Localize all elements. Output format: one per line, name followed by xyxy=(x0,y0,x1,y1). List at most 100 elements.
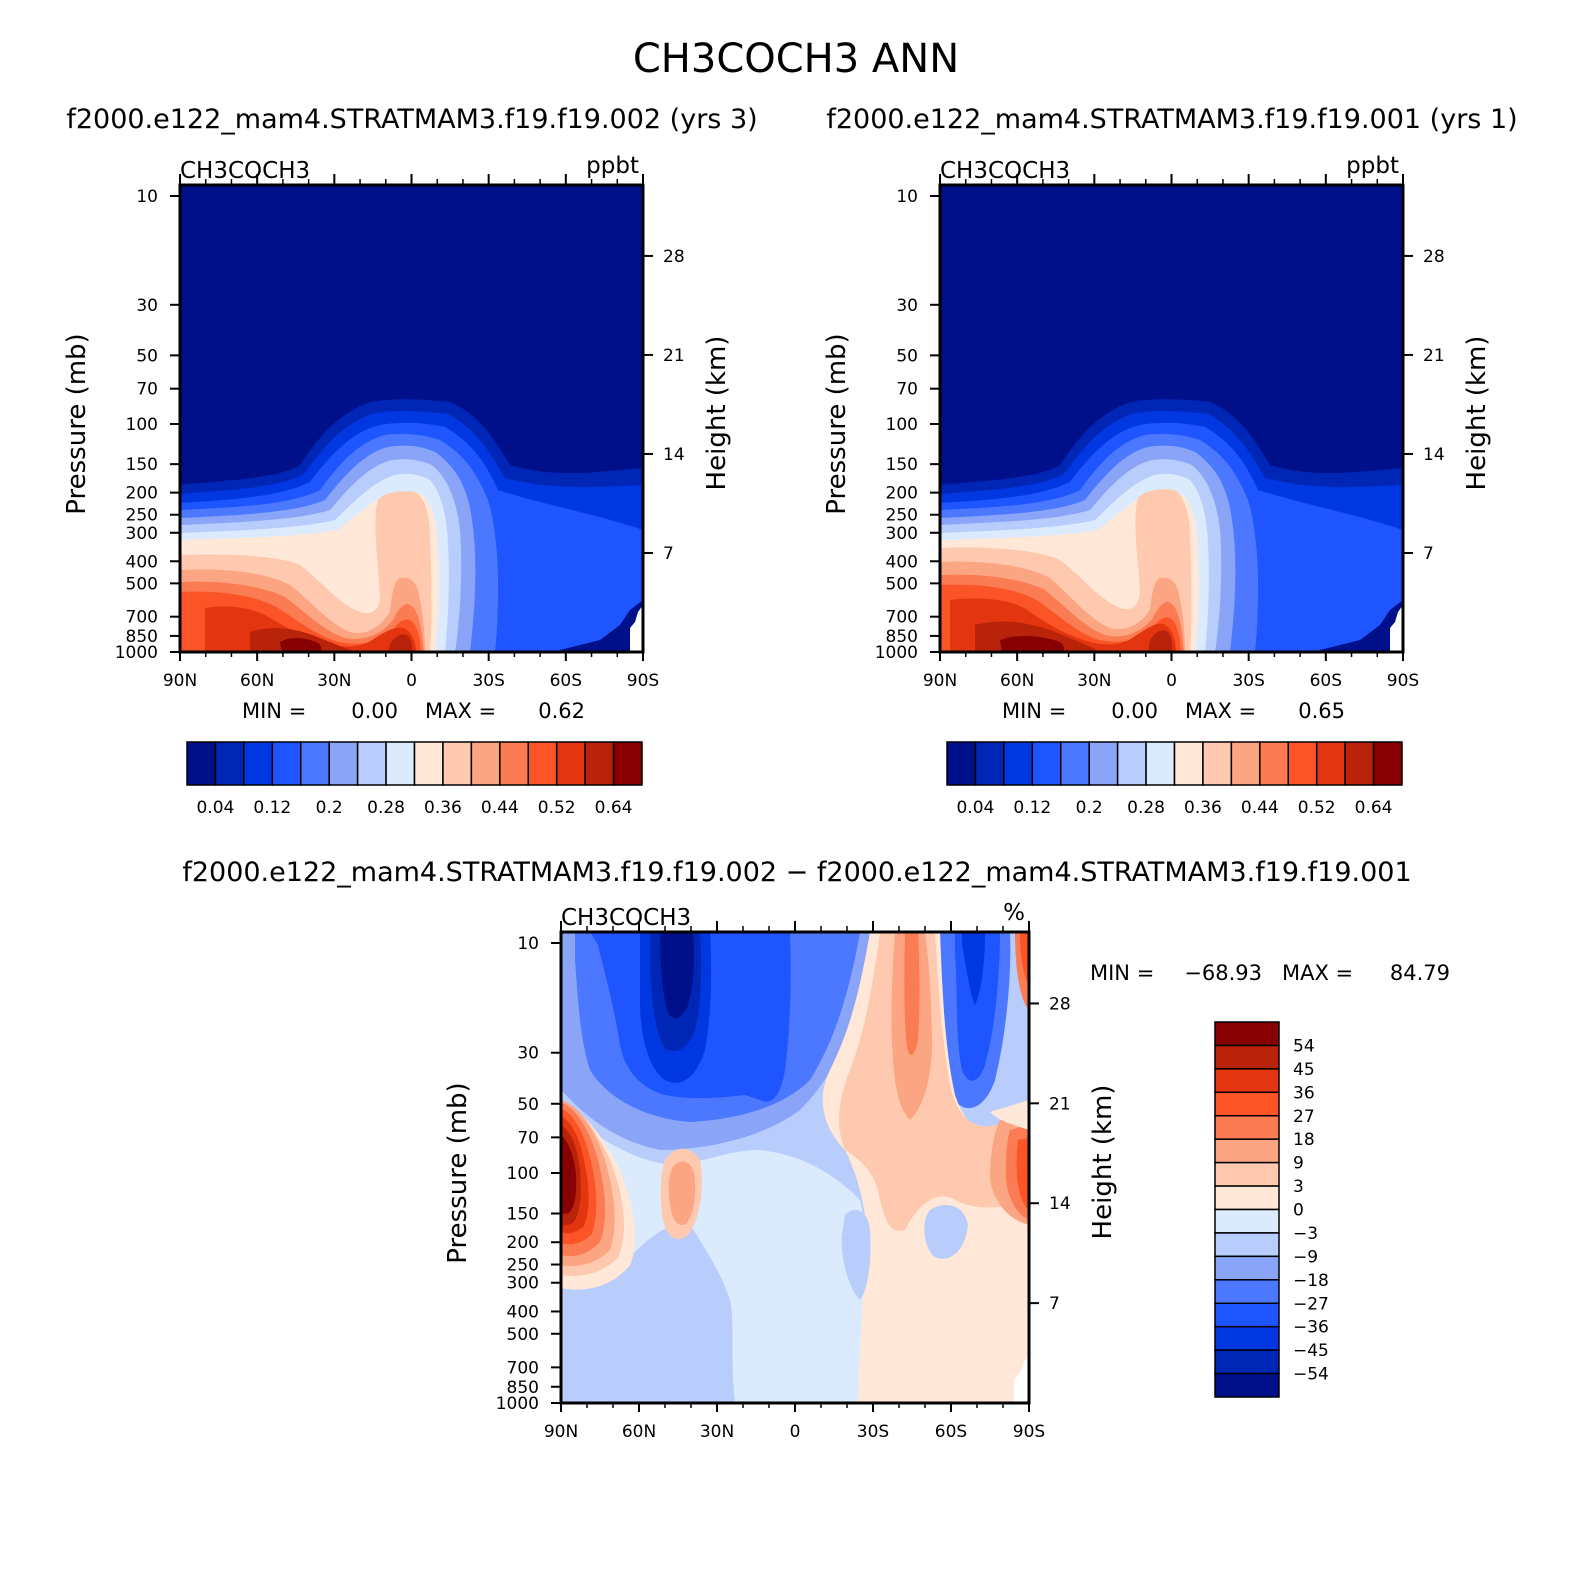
colorbar-label: 0.28 xyxy=(367,798,405,818)
colorbar-swatch xyxy=(1116,741,1147,786)
colorbar-label: 0.44 xyxy=(1241,798,1279,818)
colorbar-swatch xyxy=(974,741,1005,786)
colorbar-swatch xyxy=(584,741,615,786)
contour-level-band xyxy=(561,1135,577,1214)
height-tick-label: 14 xyxy=(1423,445,1445,465)
latitude-tick-label: 30S xyxy=(472,671,504,691)
axes-and-legends: CH3COCH3 ppbt1030507010015020025030040050… xyxy=(62,153,1492,1442)
latitude-tick-label: 30S xyxy=(1232,671,1264,691)
y-axis-label-left: Pressure (mb) xyxy=(443,1082,473,1263)
right-contour-fill xyxy=(940,185,1403,652)
colorbar-swatch xyxy=(499,741,529,786)
colorbar-label: 0 xyxy=(1293,1201,1304,1221)
contour-level-band xyxy=(990,1100,1029,1130)
latitude-tick-label: 60S xyxy=(1310,671,1342,691)
colorbar-label: 9 xyxy=(1293,1154,1304,1174)
pressure-tick-label: 200 xyxy=(507,1233,539,1253)
pressure-tick-label: 30 xyxy=(136,296,158,316)
colorbar-swatch xyxy=(1287,741,1318,786)
min-value: 0.00 xyxy=(1111,699,1158,723)
max-value: 84.79 xyxy=(1390,961,1450,985)
contour-level-band xyxy=(280,637,322,652)
height-tick-label: 28 xyxy=(1423,247,1445,267)
pressure-tick-label: 1000 xyxy=(496,1394,539,1414)
contour-level-band xyxy=(838,932,1029,1231)
colorbar-swatch xyxy=(1214,1044,1280,1070)
colorbar-swatch xyxy=(1214,1255,1280,1281)
latitude-tick-label: 60S xyxy=(550,671,582,691)
y-axis-label-right: Height (km) xyxy=(702,336,732,491)
latitude-tick-label: 0 xyxy=(790,1422,801,1442)
contour-level-band xyxy=(904,932,1029,1220)
pressure-tick-label: 70 xyxy=(136,380,158,400)
colorbar-swatch xyxy=(442,741,473,786)
colorbar-swatch xyxy=(413,741,444,786)
pressure-tick-label: 250 xyxy=(507,1256,539,1276)
colorbar-label: 27 xyxy=(1293,1107,1315,1127)
colorbar-swatch xyxy=(1214,1208,1280,1234)
left-contour-panel xyxy=(180,185,643,652)
contour-level-band xyxy=(660,932,694,1019)
colorbar-label: 0.36 xyxy=(1184,798,1222,818)
min-label: MIN = xyxy=(1002,699,1066,723)
colorbar-swatch xyxy=(1214,1349,1280,1375)
colorbar-label: −54 xyxy=(1293,1365,1329,1385)
y-axis-label-right: Height (km) xyxy=(1088,1085,1118,1240)
colorbar-swatch xyxy=(243,741,274,786)
height-tick-label: 28 xyxy=(1049,994,1071,1014)
colorbar-label: 0.64 xyxy=(595,798,633,818)
y-axis-label-left: Pressure (mb) xyxy=(822,333,852,514)
units-label: ppbt xyxy=(1346,153,1399,179)
colorbar-label: 36 xyxy=(1293,1083,1315,1103)
difference-contour-fill xyxy=(561,932,1029,1403)
colorbar-swatch xyxy=(1214,1232,1280,1258)
colorbar-label: 0.28 xyxy=(1127,798,1165,818)
colorbar-label: −3 xyxy=(1293,1224,1318,1244)
colorbar-label: 0.64 xyxy=(1355,798,1393,818)
variable-label: CH3COCH3 xyxy=(561,905,691,931)
contour-level-band xyxy=(1000,636,1065,652)
latitude-tick-label: 30N xyxy=(317,671,351,691)
colorbar-swatch xyxy=(1214,1021,1280,1047)
colorbar-label: 0.52 xyxy=(1298,798,1336,818)
colorbar-label: 0.36 xyxy=(424,798,462,818)
colorbar-label: −36 xyxy=(1293,1318,1329,1338)
pressure-tick-label: 250 xyxy=(126,506,158,526)
colorbar-swatch xyxy=(1214,1138,1280,1164)
colorbar-swatch xyxy=(527,741,558,786)
colorbar-swatch xyxy=(612,741,643,786)
max-label: MAX = xyxy=(1185,699,1256,723)
pressure-tick-label: 70 xyxy=(896,380,918,400)
pressure-tick-label: 400 xyxy=(886,552,918,572)
difference-contour-panel xyxy=(561,932,1029,1403)
colorbar-swatch xyxy=(555,741,586,786)
latitude-tick-label: 30N xyxy=(1077,671,1111,691)
y-axis-label-right: Height (km) xyxy=(1462,336,1492,491)
max-label: MAX = xyxy=(1282,961,1353,985)
colorbar-label: 54 xyxy=(1293,1036,1315,1056)
colorbar-swatch xyxy=(1173,741,1204,786)
colorbar-swatch xyxy=(946,741,977,786)
colorbar-swatch xyxy=(214,741,245,786)
latitude-tick-label: 90S xyxy=(627,671,659,691)
panel-axes-left: CH3COCH3 ppbt1030507010015020025030040050… xyxy=(62,153,732,818)
height-tick-label: 14 xyxy=(663,445,685,465)
colorbar-label: 0.2 xyxy=(316,798,343,818)
pressure-tick-label: 500 xyxy=(507,1325,539,1345)
diff-case-title: f2000.e122_mam4.STRATMAM3.f19.f19.002 − … xyxy=(182,857,1411,888)
min-value: −68.93 xyxy=(1184,961,1262,985)
latitude-tick-label: 60N xyxy=(240,671,274,691)
pressure-tick-label: 400 xyxy=(507,1302,539,1322)
colorbar-swatch xyxy=(356,741,387,786)
pressure-tick-label: 30 xyxy=(896,296,918,316)
colorbar-swatch xyxy=(1214,1372,1280,1398)
pressure-tick-label: 200 xyxy=(886,484,918,504)
colorbar-label: 0.12 xyxy=(1013,798,1051,818)
pressure-tick-label: 10 xyxy=(896,187,918,207)
pressure-tick-label: 400 xyxy=(126,552,158,572)
pressure-tick-label: 850 xyxy=(507,1378,539,1398)
colorbar-swatch xyxy=(1088,741,1119,786)
colorbar-swatch xyxy=(328,741,359,786)
contour-level-band xyxy=(668,1161,696,1226)
